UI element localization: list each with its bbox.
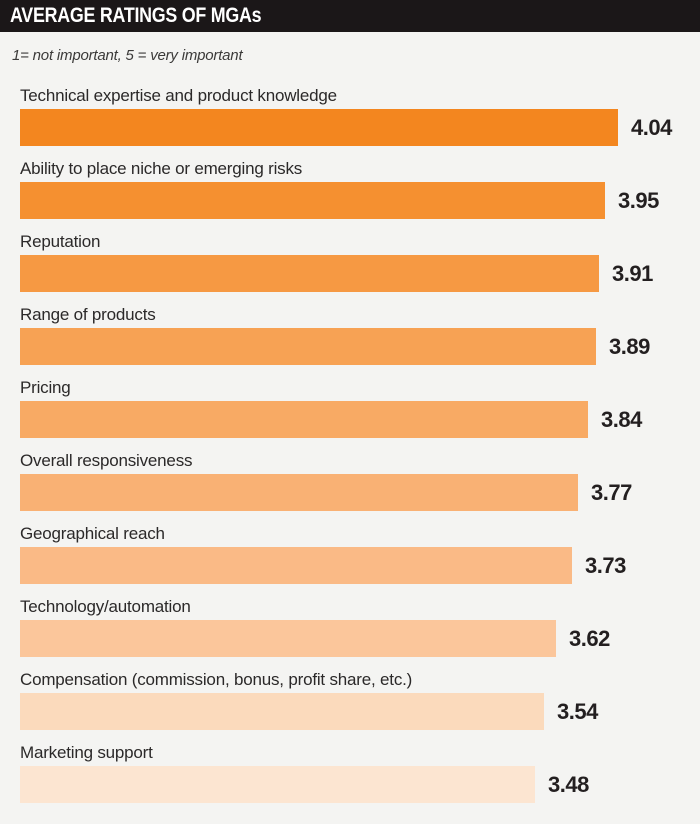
bar-line: 3.89 [20,328,700,365]
bar-row: Overall responsiveness 3.77 [20,451,700,511]
bar-row: Reputation 3.91 [20,232,700,292]
bar-line: 3.62 [20,620,700,657]
chart-title: AVERAGE RATINGS OF MGAs [10,4,262,27]
bar-label: Pricing [20,378,71,397]
bar-line: 3.48 [20,766,700,803]
bar-label: Reputation [20,232,101,251]
bar-row: Pricing 3.84 [20,378,700,438]
bar-label: Compensation (commission, bonus, profit … [20,670,413,689]
bar-label: Geographical reach [20,524,165,543]
bar-line: 4.04 [20,109,700,146]
bar [20,328,596,365]
bar-row: Range of products 3.89 [20,305,700,365]
bar-value: 3.73 [585,552,626,578]
bar [20,255,599,292]
bar-row: Geographical reach 3.73 [20,524,700,584]
bar-value: 3.84 [601,406,642,432]
bar-value: 3.77 [591,479,632,505]
bar-label: Marketing support [20,743,153,762]
bar-line: 3.77 [20,474,700,511]
bar-value: 3.62 [569,625,610,651]
bar-value: 3.91 [612,260,653,286]
bar-value: 3.89 [609,333,650,359]
bar [20,547,572,584]
bar [20,401,588,438]
bar [20,766,535,803]
bar-line: 3.95 [20,182,700,219]
bar-line: 3.73 [20,547,700,584]
bar-row: Marketing support 3.48 [20,743,700,803]
bar [20,109,618,146]
bar-row: Ability to place niche or emerging risks… [20,159,700,219]
bar [20,620,556,657]
bar-label: Technology/automation [20,597,191,616]
bar [20,474,578,511]
bar-value: 3.48 [548,771,589,797]
bar-label: Ability to place niche or emerging risks [20,159,303,178]
bar-value: 3.54 [557,698,598,724]
chart-subtitle: 1= not important, 5 = very important [12,47,243,64]
bar-line: 3.91 [20,255,700,292]
bar-label: Overall responsiveness [20,451,193,470]
bar-value: 3.95 [618,187,659,213]
bar-row: Technology/automation 3.62 [20,597,700,657]
bar [20,182,605,219]
chart-header: AVERAGE RATINGS OF MGAs [0,0,700,32]
bar-label: Range of products [20,305,156,324]
bar-row: Technical expertise and product knowledg… [20,86,700,146]
bar-row: Compensation (commission, bonus, profit … [20,670,700,730]
bar-value: 4.04 [631,114,672,140]
bar [20,693,544,730]
bar-label: Technical expertise and product knowledg… [20,86,337,105]
bar-line: 3.84 [20,401,700,438]
bar-line: 3.54 [20,693,700,730]
bar-chart: Technical expertise and product knowledg… [20,86,700,803]
